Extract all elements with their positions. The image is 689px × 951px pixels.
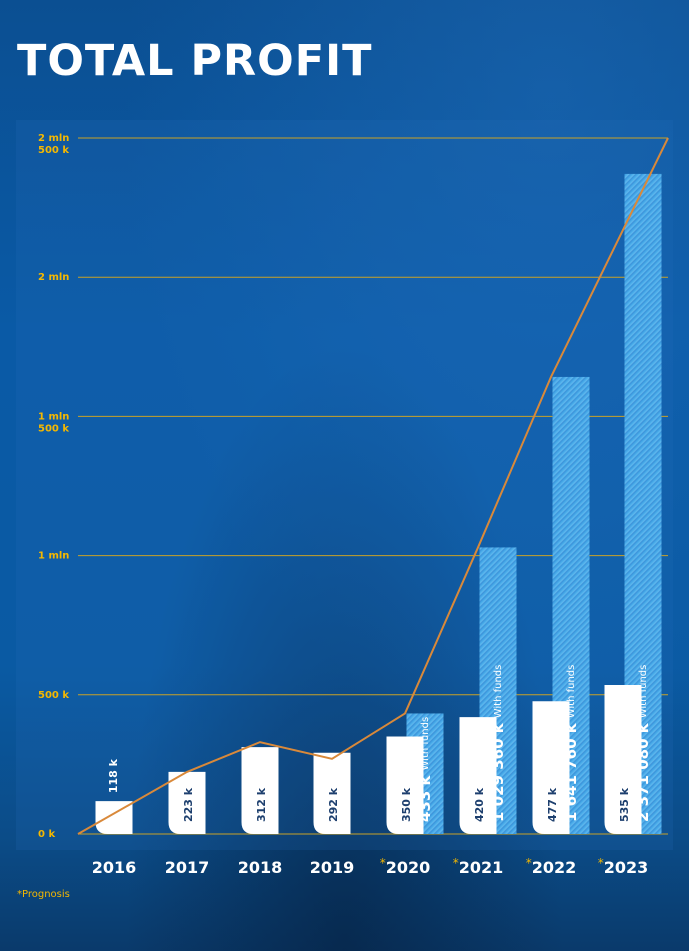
x-tick-label: 2018 — [238, 858, 283, 877]
funds-value: 2 371 080 k — [634, 722, 652, 822]
bar-value-label: 312 k — [255, 787, 268, 822]
profit-bar — [459, 717, 497, 834]
prognosis-star: * — [453, 856, 459, 870]
funds-value-label: 2 371 080 k With funds — [634, 665, 652, 822]
funds-series-name: With funds — [420, 717, 431, 771]
bar-value-label: 420 k — [473, 787, 486, 822]
y-tick-label: 1 mln 500 k — [38, 411, 69, 434]
bar-value-label: 477 k — [546, 787, 559, 822]
funds-value: 433 k — [416, 774, 434, 822]
profit-bar — [386, 736, 424, 834]
funds-value: 1 641 760 k — [562, 722, 580, 822]
x-tick-label: 2016 — [92, 858, 137, 877]
x-tick-label: 2017 — [165, 858, 210, 877]
profit-bar — [604, 685, 642, 834]
y-tick-line: 500 k — [38, 690, 69, 701]
trend-line — [77, 137, 669, 835]
funds-value: 1 029 360 k — [489, 722, 507, 822]
x-tick-label: *2022 — [526, 856, 577, 877]
y-tick-label: 500 k — [38, 690, 69, 701]
y-tick-line: 2 mln — [38, 133, 69, 144]
y-tick-line: 0 k — [38, 829, 55, 840]
x-tick-year: 2018 — [238, 858, 283, 877]
bar-value-label: 535 k — [618, 787, 631, 822]
profit-bar — [168, 771, 206, 834]
funds-value-label: 1 029 360 k With funds — [489, 665, 507, 822]
x-tick-year: 2020 — [386, 858, 431, 877]
x-tick-label: 2019 — [310, 858, 355, 877]
y-tick-label: 0 k — [38, 829, 55, 840]
prognosis-star: * — [380, 856, 386, 870]
x-tick-year: 2021 — [459, 858, 504, 877]
prognosis-note: *Prognosis — [17, 889, 70, 900]
profit-bar — [532, 701, 570, 834]
bar-value-label: 350 k — [400, 787, 413, 822]
y-tick-line: 2 mln — [38, 272, 69, 283]
funds-series-name: With funds — [493, 665, 504, 719]
page-title: TOTAL PROFIT — [17, 36, 373, 86]
prognosis-star: * — [526, 856, 532, 870]
y-tick-line: 1 mln — [38, 411, 69, 422]
funds-series-name: With funds — [566, 665, 577, 719]
funds-value-label: 433 k With funds — [416, 717, 434, 822]
y-tick-line: 500 k — [38, 423, 69, 434]
bar-value-label: 223 k — [182, 787, 195, 822]
y-tick-line: 1 mln — [38, 551, 69, 562]
prognosis-star: * — [598, 856, 604, 870]
x-tick-label: *2023 — [598, 856, 649, 877]
x-tick-label: *2020 — [380, 856, 431, 877]
bar-value-label: 292 k — [327, 787, 340, 822]
x-tick-year: 2016 — [92, 858, 137, 877]
funds-series-name: With funds — [638, 665, 649, 719]
x-tick-year: 2019 — [310, 858, 355, 877]
funds-value-label: 1 641 760 k With funds — [562, 665, 580, 822]
y-tick-label: 2 mln 500 k — [38, 133, 69, 156]
x-tick-year: 2022 — [532, 858, 577, 877]
y-tick-line: 500 k — [38, 145, 69, 156]
profit-bar — [241, 747, 279, 834]
y-tick-label: 2 mln — [38, 272, 69, 283]
y-tick-label: 1 mln — [38, 551, 69, 562]
x-tick-year: 2017 — [165, 858, 210, 877]
profit-bar — [313, 752, 351, 834]
bar-value-label: 118 k — [107, 758, 120, 793]
x-tick-label: *2021 — [453, 856, 504, 877]
x-tick-year: 2023 — [604, 858, 649, 877]
